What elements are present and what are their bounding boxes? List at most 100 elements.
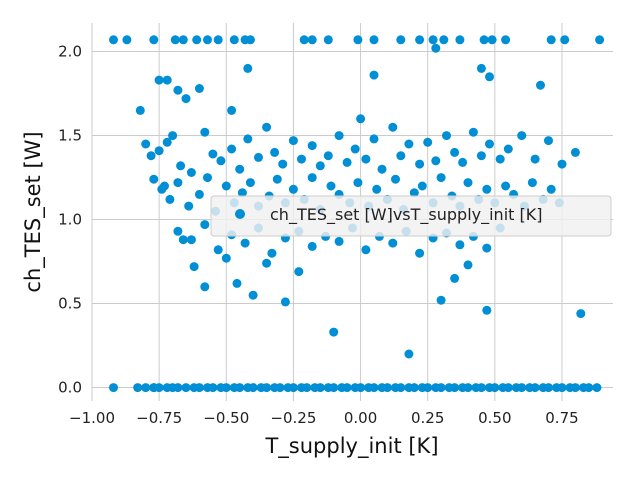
y-tick-label: 1.5 xyxy=(58,127,82,145)
data-point xyxy=(479,35,489,45)
data-point xyxy=(288,136,298,146)
data-point xyxy=(208,149,218,159)
data-point xyxy=(350,144,360,154)
data-point xyxy=(235,383,245,393)
data-point xyxy=(203,35,212,45)
data-point xyxy=(162,137,172,147)
data-point xyxy=(544,136,553,146)
data-point xyxy=(329,383,339,393)
data-point xyxy=(141,139,151,149)
data-point xyxy=(213,35,223,45)
data-point xyxy=(200,282,210,292)
data-point xyxy=(243,63,253,73)
data-point xyxy=(503,144,513,154)
data-point xyxy=(307,241,317,251)
data-point xyxy=(423,383,433,393)
data-point xyxy=(404,139,414,149)
data-point xyxy=(173,226,183,236)
data-point xyxy=(482,305,492,315)
data-point xyxy=(162,75,172,85)
data-point xyxy=(149,174,159,184)
data-point xyxy=(544,383,553,393)
data-point xyxy=(517,383,527,393)
data-point xyxy=(194,84,204,93)
x-tick-label: 0.50 xyxy=(478,409,511,427)
data-point xyxy=(149,383,159,393)
data-point xyxy=(361,245,371,255)
data-point xyxy=(517,131,527,141)
data-point xyxy=(476,63,486,73)
data-point xyxy=(409,188,419,198)
data-point xyxy=(213,245,223,255)
legend: ch_TES_set [W]vsT_supply_init [K] xyxy=(210,195,612,237)
data-point xyxy=(208,383,218,393)
data-point xyxy=(160,181,169,191)
data-point xyxy=(423,137,433,147)
data-point xyxy=(356,383,366,393)
data-point xyxy=(356,114,366,124)
data-point xyxy=(501,35,511,45)
data-point xyxy=(109,35,118,45)
data-point xyxy=(184,201,194,211)
x-tick-label: −0.25 xyxy=(270,409,316,427)
data-point xyxy=(302,383,312,393)
data-point xyxy=(299,35,309,45)
data-point xyxy=(248,383,258,393)
data-point xyxy=(584,383,594,393)
data-point xyxy=(315,383,325,393)
data-point xyxy=(200,220,210,230)
data-point xyxy=(431,156,441,166)
data-point xyxy=(323,151,333,161)
data-point xyxy=(417,181,427,191)
data-point xyxy=(353,35,363,45)
data-point xyxy=(428,35,438,45)
data-point xyxy=(530,383,540,393)
data-point xyxy=(409,383,419,393)
data-point xyxy=(278,159,288,169)
data-point xyxy=(490,383,500,393)
data-point xyxy=(404,349,414,359)
data-point xyxy=(329,327,339,337)
data-point xyxy=(342,157,352,167)
data-point xyxy=(372,184,382,194)
data-point xyxy=(307,141,317,151)
data-point xyxy=(396,151,406,161)
data-point xyxy=(396,383,406,393)
data-point xyxy=(501,181,511,191)
data-point xyxy=(221,383,231,393)
data-point xyxy=(503,383,513,393)
y-tick-label: 0.0 xyxy=(58,379,82,397)
data-point xyxy=(576,309,586,319)
data-point xyxy=(227,105,237,115)
data-point xyxy=(173,85,183,95)
data-point xyxy=(450,147,460,157)
data-point xyxy=(388,122,398,132)
data-point xyxy=(178,35,188,45)
data-point xyxy=(294,267,304,277)
data-point xyxy=(216,156,226,166)
data-point xyxy=(557,159,567,169)
data-point xyxy=(546,35,556,45)
data-point xyxy=(248,290,258,300)
x-tick-labels: −1.00 −0.75 −0.50 −0.25 0.00 0.25 0.50 0.75 xyxy=(69,409,579,427)
data-point xyxy=(570,383,580,393)
data-point xyxy=(361,154,371,164)
data-point xyxy=(254,152,263,162)
data-point xyxy=(181,94,191,104)
data-point xyxy=(186,235,196,245)
y-tick-labels: 0.0 0.5 1.0 1.5 2.0 xyxy=(58,43,82,397)
data-point xyxy=(288,184,298,194)
data-point xyxy=(192,35,202,45)
data-point xyxy=(262,258,272,268)
data-point xyxy=(173,383,183,393)
x-tick-label: −1.00 xyxy=(69,409,115,427)
data-point xyxy=(221,181,231,191)
data-point xyxy=(415,159,425,169)
data-point xyxy=(450,383,460,393)
data-point xyxy=(232,278,242,288)
data-point xyxy=(436,295,446,305)
data-point xyxy=(141,383,151,393)
data-point xyxy=(176,161,186,171)
data-point xyxy=(315,161,325,171)
